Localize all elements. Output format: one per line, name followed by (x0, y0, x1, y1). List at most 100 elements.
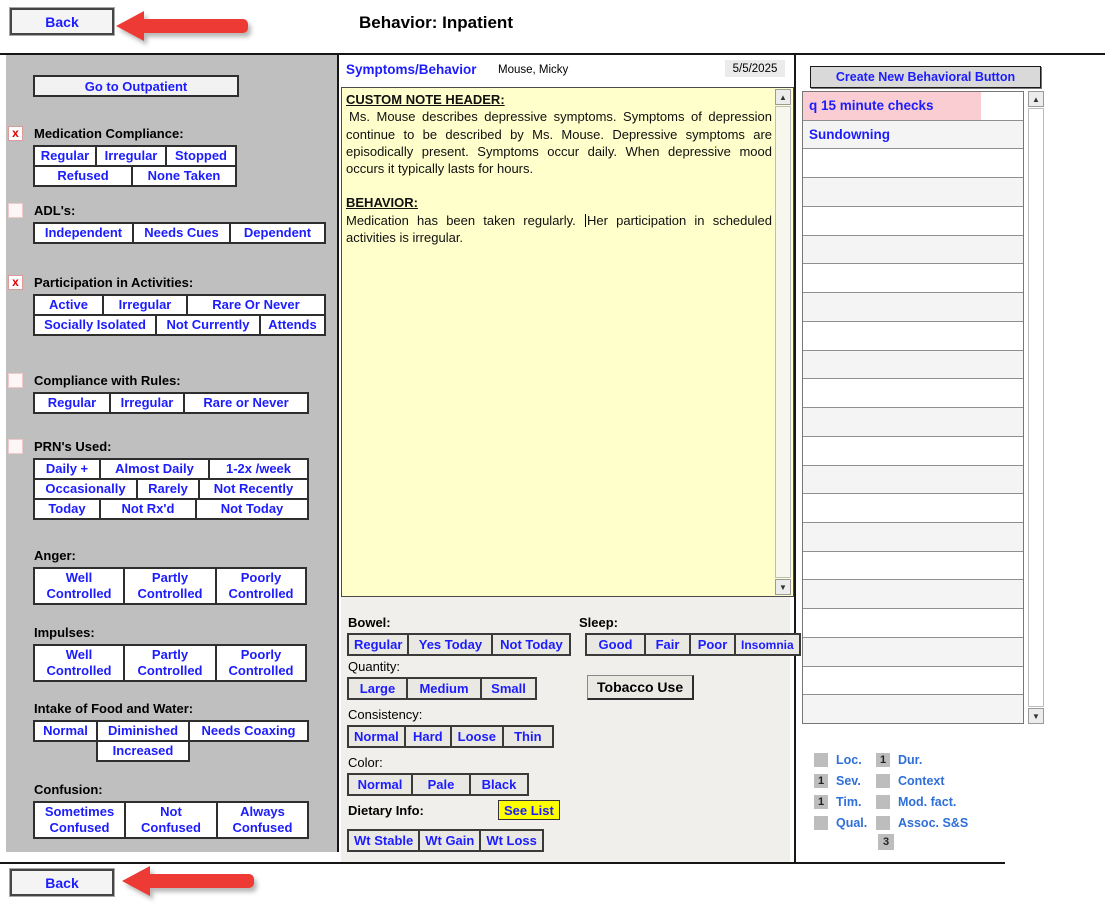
med-regular-button[interactable]: Regular (33, 145, 97, 167)
rules-regular-button[interactable]: Regular (33, 392, 111, 414)
wt-gain-button[interactable]: Wt Gain (418, 829, 482, 852)
list-item-empty[interactable] (803, 408, 1023, 437)
med-refused-button[interactable]: Refused (33, 165, 133, 187)
consistency-thin-button[interactable]: Thin (501, 725, 554, 748)
tobacco-use-button[interactable]: Tobacco Use (587, 675, 695, 700)
rules-rare-or-never-button[interactable]: Rare or Never (183, 392, 309, 414)
list-item-empty[interactable] (803, 637, 1023, 667)
consistency-hard-button[interactable]: Hard (403, 725, 452, 748)
date-field[interactable]: 5/5/2025 (725, 60, 785, 77)
med-none-taken-button[interactable]: None Taken (131, 165, 237, 187)
list-item-empty[interactable] (803, 235, 1023, 265)
prns-checkbox[interactable] (8, 438, 23, 454)
sleep-poor-button[interactable]: Poor (689, 633, 736, 656)
confusion-always-button[interactable]: Always Confused (216, 801, 309, 839)
list-item-empty[interactable] (803, 264, 1023, 294)
sleep-good-button[interactable]: Good (585, 633, 646, 656)
quantity-small-button[interactable]: Small (480, 677, 537, 700)
color-normal-button[interactable]: Normal (347, 773, 413, 796)
prn-not-today-button[interactable]: Not Today (195, 498, 309, 520)
list-item-empty[interactable] (803, 350, 1023, 380)
color-pale-button[interactable]: Pale (411, 773, 471, 796)
anger-partly-controlled-button[interactable]: Partly Controlled (123, 567, 217, 605)
list-item-empty[interactable] (803, 494, 1023, 524)
list-scrollbar[interactable]: ▲ ▼ (1028, 91, 1045, 724)
intake-needs-coaxing-button[interactable]: Needs Coaxing (188, 720, 309, 742)
adl-independent-button[interactable]: Independent (33, 222, 134, 244)
confusion-sometimes-button[interactable]: Sometimes Confused (33, 801, 126, 839)
bowel-not-today-button[interactable]: Not Today (491, 633, 572, 656)
part-rare-or-never-button[interactable]: Rare Or Never (186, 294, 326, 316)
see-list-button[interactable]: See List (498, 800, 560, 820)
part-socially-isolated-button[interactable]: Socially Isolated (33, 314, 157, 336)
prn-today-button[interactable]: Today (33, 498, 101, 520)
scroll-down-icon[interactable]: ▼ (1028, 708, 1044, 724)
prn-not-rxd-button[interactable]: Not Rx'd (99, 498, 197, 520)
prn-daily-plus-button[interactable]: Daily + (33, 458, 101, 480)
list-item-empty[interactable] (803, 523, 1023, 552)
part-not-currently-button[interactable]: Not Currently (155, 314, 261, 336)
list-item-empty[interactable] (803, 436, 1023, 466)
rules-irregular-button[interactable]: Irregular (109, 392, 185, 414)
bowel-regular-button[interactable]: Regular (347, 633, 410, 656)
prn-occasionally-button[interactable]: Occasionally (33, 478, 138, 500)
quantity-medium-button[interactable]: Medium (406, 677, 482, 700)
bowel-yes-today-button[interactable]: Yes Today (407, 633, 494, 656)
list-item-empty[interactable] (803, 580, 1023, 610)
scroll-down-icon[interactable]: ▼ (775, 579, 791, 595)
sleep-fair-button[interactable]: Fair (644, 633, 691, 656)
intake-increased-button[interactable]: Increased (96, 740, 190, 762)
list-item-empty[interactable] (803, 666, 1023, 696)
impulses-well-controlled-button[interactable]: Well Controlled (33, 644, 125, 682)
list-item-empty[interactable] (803, 609, 1023, 638)
list-item-q15-checks[interactable]: q 15 minute checks (803, 92, 1023, 121)
list-item-sundowning[interactable]: Sundowning (803, 120, 1023, 150)
part-attends-button[interactable]: Attends (259, 314, 326, 336)
list-item-empty[interactable] (803, 149, 1023, 179)
intake-normal-button[interactable]: Normal (33, 720, 98, 742)
participation-checkbox[interactable]: x (8, 274, 23, 290)
adl-needs-cues-button[interactable]: Needs Cues (132, 222, 231, 244)
quantity-large-button[interactable]: Large (347, 677, 408, 700)
anger-poorly-controlled-button[interactable]: Poorly Controlled (215, 567, 307, 605)
create-new-behavioral-button[interactable]: Create New Behavioral Button (810, 66, 1041, 88)
medication-compliance-checkbox[interactable]: x (8, 125, 23, 141)
list-item-empty[interactable] (803, 551, 1023, 581)
note-editor[interactable]: CUSTOM NOTE HEADER: Ms. Mouse describes … (346, 91, 772, 246)
list-item-empty[interactable] (803, 178, 1023, 207)
color-black-button[interactable]: Black (469, 773, 529, 796)
wt-loss-button[interactable]: Wt Loss (479, 829, 544, 852)
med-irregular-button[interactable]: Irregular (95, 145, 167, 167)
impulses-partly-controlled-button[interactable]: Partly Controlled (123, 644, 217, 682)
intake-diminished-button[interactable]: Diminished (96, 720, 190, 742)
rules-checkbox[interactable] (8, 372, 23, 388)
note-scrollbar-track[interactable] (775, 106, 791, 578)
list-item-empty[interactable] (803, 321, 1023, 351)
med-stopped-button[interactable]: Stopped (165, 145, 237, 167)
consistency-normal-button[interactable]: Normal (347, 725, 406, 748)
list-scrollbar-track[interactable] (1028, 108, 1044, 707)
confusion-not-button[interactable]: Not Confused (124, 801, 218, 839)
list-item-empty[interactable] (803, 465, 1023, 495)
scroll-up-icon[interactable]: ▲ (1028, 91, 1044, 107)
impulses-poorly-controlled-button[interactable]: Poorly Controlled (215, 644, 307, 682)
go-to-outpatient-button[interactable]: Go to Outpatient (33, 75, 239, 97)
prn-12x-week-button[interactable]: 1-2x /week (208, 458, 309, 480)
part-active-button[interactable]: Active (33, 294, 104, 316)
anger-well-controlled-button[interactable]: Well Controlled (33, 567, 125, 605)
prn-almost-daily-button[interactable]: Almost Daily (99, 458, 210, 480)
list-item-empty[interactable] (803, 206, 1023, 236)
note-scrollbar[interactable]: ▲ ▼ (775, 89, 792, 595)
back-button-bottom[interactable]: Back (10, 869, 114, 896)
consistency-loose-button[interactable]: Loose (449, 725, 504, 748)
list-item-empty[interactable] (803, 293, 1023, 322)
adls-checkbox[interactable] (8, 202, 23, 218)
scroll-up-icon[interactable]: ▲ (775, 89, 791, 105)
list-item-empty[interactable] (803, 379, 1023, 409)
wt-stable-button[interactable]: Wt Stable (347, 829, 421, 852)
prn-rarely-button[interactable]: Rarely (136, 478, 200, 500)
list-item-empty[interactable] (803, 695, 1023, 724)
adl-dependent-button[interactable]: Dependent (229, 222, 326, 244)
back-button-top[interactable]: Back (10, 8, 114, 35)
prn-not-recently-button[interactable]: Not Recently (198, 478, 309, 500)
